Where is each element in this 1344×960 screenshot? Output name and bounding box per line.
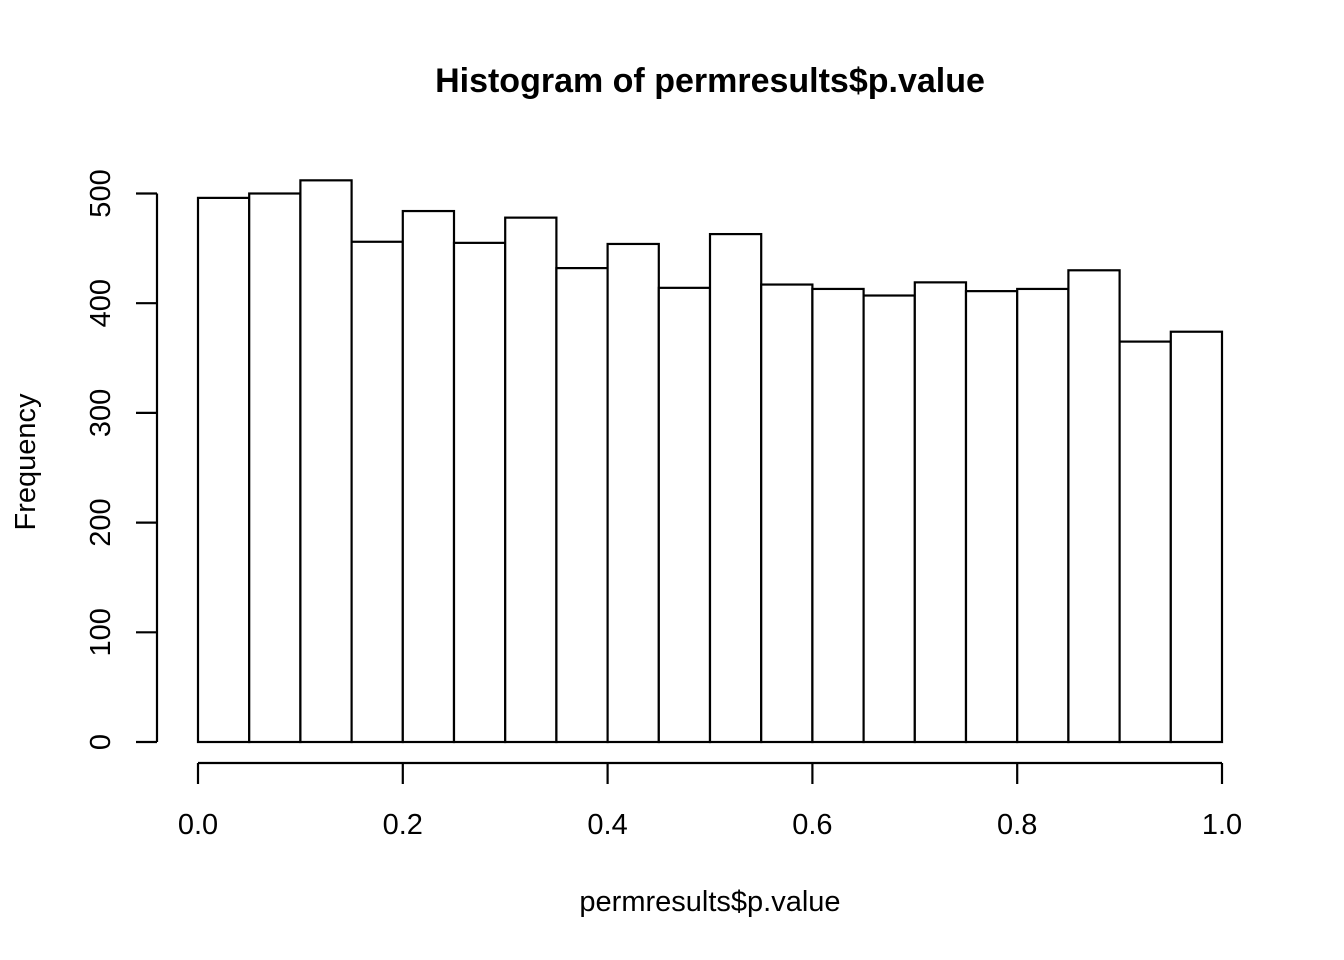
histogram-bar — [504, 216, 558, 744]
histogram-bar — [760, 283, 814, 744]
y-tick-label: 400 — [85, 279, 117, 327]
x-axis-label: permresults$p.value — [579, 886, 840, 918]
y-axis-label: Frequency — [10, 393, 42, 531]
y-tick-label: 500 — [85, 169, 117, 217]
histogram-bar — [1169, 330, 1224, 744]
x-tick-label: 0.0 — [178, 809, 218, 841]
histogram-bar — [862, 294, 916, 744]
histogram-bar — [606, 242, 660, 744]
x-tick-label: 0.2 — [383, 809, 423, 841]
y-tick-label: 100 — [85, 608, 117, 656]
histogram-bar — [1067, 269, 1121, 744]
histogram-bar — [299, 179, 353, 744]
y-axis: 0 100 200 300 400 500 — [85, 169, 159, 750]
y-tick-label: 300 — [85, 389, 117, 437]
histogram-bar — [248, 192, 302, 744]
x-axis: 0.0 0.2 0.4 0.6 0.8 1.0 — [178, 761, 1242, 841]
histogram-bar — [1016, 287, 1070, 744]
histogram-bar — [350, 240, 404, 744]
y-tick-label: 200 — [85, 498, 117, 546]
histogram-bar — [811, 287, 865, 744]
x-tick-label: 0.6 — [792, 809, 832, 841]
histogram-bar — [196, 196, 251, 744]
histogram-bar — [964, 290, 1019, 744]
x-tick-label: 0.8 — [997, 809, 1037, 841]
y-tick-label: 0 — [85, 734, 117, 750]
histogram-bar — [401, 209, 456, 744]
histogram-bar — [1118, 340, 1172, 744]
x-tick-label: 1.0 — [1202, 809, 1242, 841]
histogram-bar — [708, 232, 763, 744]
histogram-bar — [452, 241, 507, 744]
histogram-bar — [913, 281, 968, 744]
x-tick-label: 0.4 — [587, 809, 627, 841]
histogram-bar — [555, 266, 609, 744]
bars-group — [196, 179, 1224, 744]
chart-title: Histogram of permresults$p.value — [435, 62, 985, 100]
histogram-bar — [657, 286, 712, 744]
